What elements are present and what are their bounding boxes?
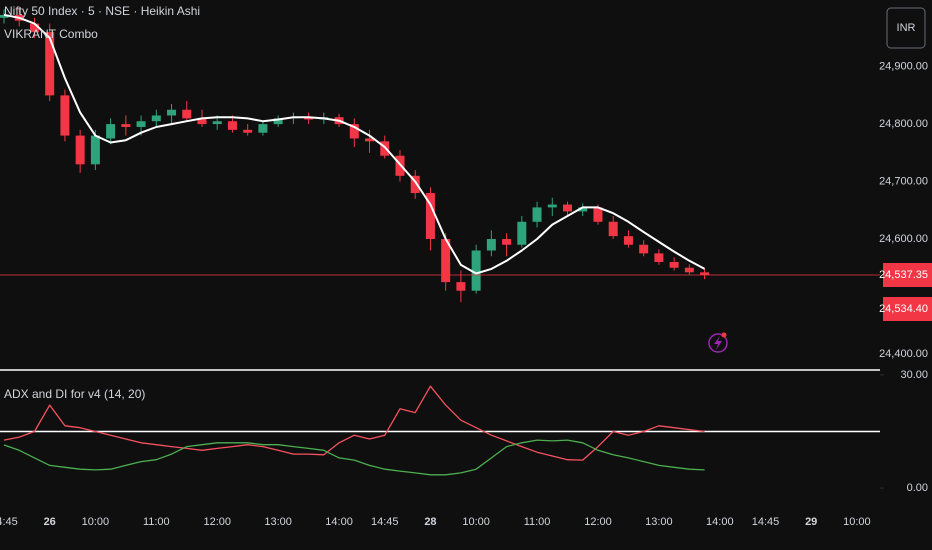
alert-dot[interactable] [721, 332, 727, 338]
candle-body [167, 109, 177, 116]
y-tick-label: 30.00 [900, 369, 928, 381]
x-tick-label: 29 [805, 516, 817, 528]
y-tick-label: 24,700.00 [879, 175, 928, 187]
candle-body [563, 204, 573, 212]
candle-body [654, 253, 664, 262]
candle-body [669, 261, 679, 268]
currency-label[interactable]: INR [897, 22, 916, 34]
candle-body [29, 23, 39, 33]
candle-body [639, 244, 649, 254]
x-tick-label: 11:00 [524, 516, 551, 528]
x-tick-label: 14:00 [706, 516, 734, 528]
x-tick-label: 10:00 [462, 516, 490, 528]
x-tick-label: 12:00 [584, 516, 612, 528]
candle-body [700, 272, 710, 276]
y-tick-label: 24,400.00 [879, 348, 928, 360]
marks: 24,400.00 24,600.00 24,700.00 24,800.00 24,9… [0, 6, 932, 528]
price-label: 24,534.40 [879, 303, 928, 315]
x-tick-label: 14:00 [325, 516, 353, 528]
candle-body [212, 121, 222, 125]
alert-icon[interactable] [708, 332, 728, 353]
candle-body [365, 138, 375, 142]
candle-body [45, 32, 55, 96]
indicator-name: VIKRANT Combo [4, 27, 98, 41]
candle-body [60, 95, 70, 136]
candle-body [456, 282, 466, 291]
series-line [3, 439, 705, 476]
candle-body [75, 135, 85, 165]
x-tick-label: 10:00 [843, 516, 871, 528]
adx-title: ADX and DI for v4 (14, 20) [4, 387, 145, 401]
y-tick-label: 24,800.00 [879, 118, 928, 130]
x-tick-label: 14:45 [752, 516, 780, 528]
candle-body [0, 14, 9, 18]
candle-body [471, 250, 481, 291]
candle-body [547, 204, 557, 208]
currency-button[interactable] [886, 7, 926, 49]
candle-body [90, 135, 100, 165]
x-tick-label: 12:00 [203, 516, 231, 528]
price-label: 24,537.35 [879, 269, 928, 281]
candle-body [486, 239, 496, 251]
candle-body [517, 221, 527, 245]
alert-bolt[interactable] [714, 336, 722, 350]
candle-body [304, 117, 314, 120]
candle-body [227, 121, 237, 130]
candle-body [258, 124, 268, 133]
y-tick-label: 0.00 [907, 482, 928, 494]
series-line [3, 13, 706, 275]
candle-body [425, 193, 435, 240]
x-tick-label: 13:00 [645, 516, 673, 528]
candle-body [410, 175, 420, 194]
x-tick-label: 14:45 [0, 516, 18, 528]
candle-body [182, 109, 192, 119]
x-tick-label: 14:45 [371, 516, 399, 528]
candle-body [578, 207, 588, 212]
candle-body [121, 124, 131, 127]
candle-body [136, 121, 146, 127]
candle-body [243, 129, 253, 133]
y-tick-label: 24,600.00 [879, 233, 928, 245]
candle-body [106, 124, 116, 139]
price-label-box [883, 297, 932, 322]
candle-body [441, 239, 451, 283]
alert-ring[interactable] [708, 333, 728, 353]
candle-body [623, 236, 633, 245]
candle-body [349, 124, 359, 139]
x-tick-label: 11:00 [143, 516, 170, 528]
x-tick-label: 28 [424, 516, 436, 528]
x-tick-label: 13:00 [264, 516, 292, 528]
chart-title: Nifty 50 Index · 5 · NSE · Heikin Ashi [4, 4, 200, 18]
candle-body [502, 239, 512, 245]
candle-body [273, 118, 283, 125]
candle-body [593, 207, 603, 222]
price-label-box [883, 263, 932, 288]
candle-body [608, 221, 618, 237]
y-tick-label: 24,900.00 [879, 61, 928, 73]
series-line [3, 385, 705, 461]
candle-body [197, 118, 207, 125]
x-tick-label: 26 [44, 516, 56, 528]
candle-body [532, 207, 542, 222]
candle-body [151, 115, 161, 122]
candle-body [684, 267, 694, 273]
x-tick-label: 10:00 [82, 516, 110, 528]
